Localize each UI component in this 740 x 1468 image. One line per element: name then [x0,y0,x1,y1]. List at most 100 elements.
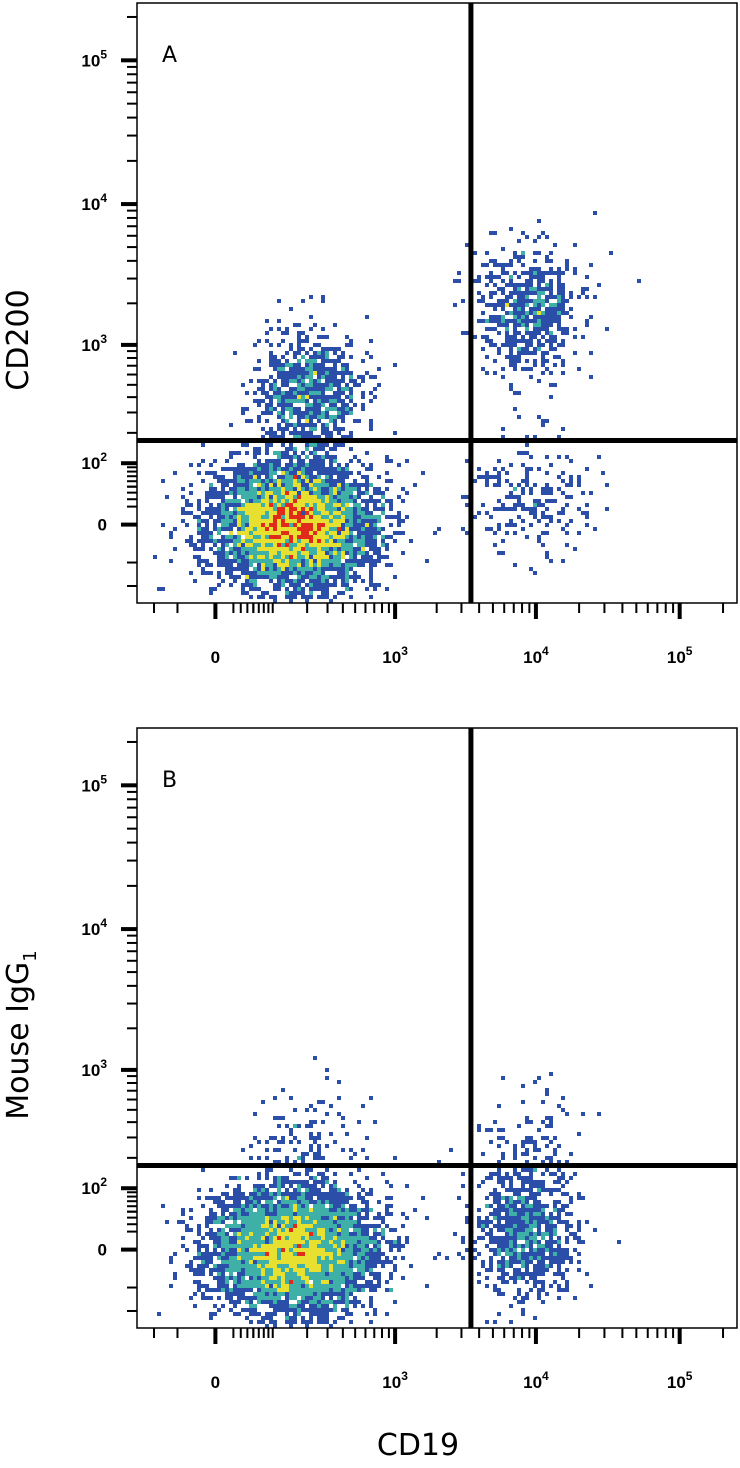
density-cell [345,411,349,415]
density-cell [341,1252,345,1256]
density-cell [545,471,549,475]
density-cell [545,1188,549,1192]
density-cell [293,455,297,459]
density-cell [361,1252,365,1256]
density-cell [549,315,553,319]
density-cell [537,343,541,347]
density-cell [385,1196,389,1200]
density-cell [513,1200,517,1204]
density-cell [313,367,317,371]
density-cell [365,531,369,535]
density-cell [293,1232,297,1236]
density-cell [325,1276,329,1280]
density-cell [365,559,369,563]
density-cell [549,267,553,271]
density-cell [265,403,269,407]
density-cell [285,1256,289,1260]
density-cell [241,1252,245,1256]
density-cell [341,583,345,587]
density-cell [349,447,353,451]
density-cell [509,291,513,295]
density-cell [361,1232,365,1236]
density-cell [549,1260,553,1264]
density-cell [353,1232,357,1236]
density-cell [413,483,417,487]
density-cell [533,1232,537,1236]
density-cell [285,1124,289,1128]
density-cell [325,591,329,595]
density-cell [237,475,241,479]
density-cell [261,1100,265,1104]
density-cell [529,1232,533,1236]
density-cell [285,531,289,535]
density-cell [313,463,317,467]
density-cell [261,1224,265,1228]
density-cell [489,279,493,283]
density-cell [529,1172,533,1176]
density-cell [249,503,253,507]
density-cell [305,1248,309,1252]
density-cell [257,483,261,487]
density-cell [293,351,297,355]
density-cell [277,1160,281,1164]
density-cell [309,1228,313,1232]
density-cell [225,527,229,531]
density-cell [273,587,277,591]
density-cell [329,1188,333,1192]
density-cell [533,1184,537,1188]
density-cell [205,531,209,535]
density-cell [337,1080,341,1084]
density-cell [281,547,285,551]
density-cell [301,543,305,547]
density-cell [557,1104,561,1108]
density-cell [561,1252,565,1256]
density-cell [277,543,281,547]
density-cell [261,427,265,431]
density-cell [333,1232,337,1236]
density-cell [349,1204,353,1208]
density-cell [333,1140,337,1144]
density-cell [341,375,345,379]
density-cell [305,479,309,483]
density-cell [265,1240,269,1244]
density-cell [345,1272,349,1276]
density-cell [513,363,517,367]
density-cell [557,1200,561,1204]
density-cell [229,535,233,539]
density-cell [533,1140,537,1144]
density-cell [197,559,201,563]
density-cell [265,1284,269,1288]
density-cell [233,515,237,519]
density-cell [337,443,341,447]
density-cell [549,1140,553,1144]
density-cell [365,315,369,319]
density-cell [537,291,541,295]
density-cell [309,359,313,363]
density-cell [205,1248,209,1252]
density-cell [353,1288,357,1292]
density-cell [557,283,561,287]
density-cell [517,451,521,455]
density-cell [273,1272,277,1276]
density-cell [349,559,353,563]
density-cell [273,499,277,503]
density-cell [205,1220,209,1224]
density-cell [269,1268,273,1272]
density-cell [317,455,321,459]
density-cell [313,363,317,367]
density-cell [241,1192,245,1196]
panel-b-density-plot [137,728,737,1328]
density-cell [265,499,269,503]
density-cell [309,403,313,407]
density-cell [321,1192,325,1196]
density-cell [285,467,289,471]
density-cell [249,1256,253,1260]
density-cell [285,447,289,451]
density-cell [509,1216,513,1220]
density-cell [405,1184,409,1188]
density-cell [533,499,537,503]
density-cell [225,559,229,563]
density-cell [281,1208,285,1212]
density-cell [473,515,477,519]
density-cell [301,539,305,543]
